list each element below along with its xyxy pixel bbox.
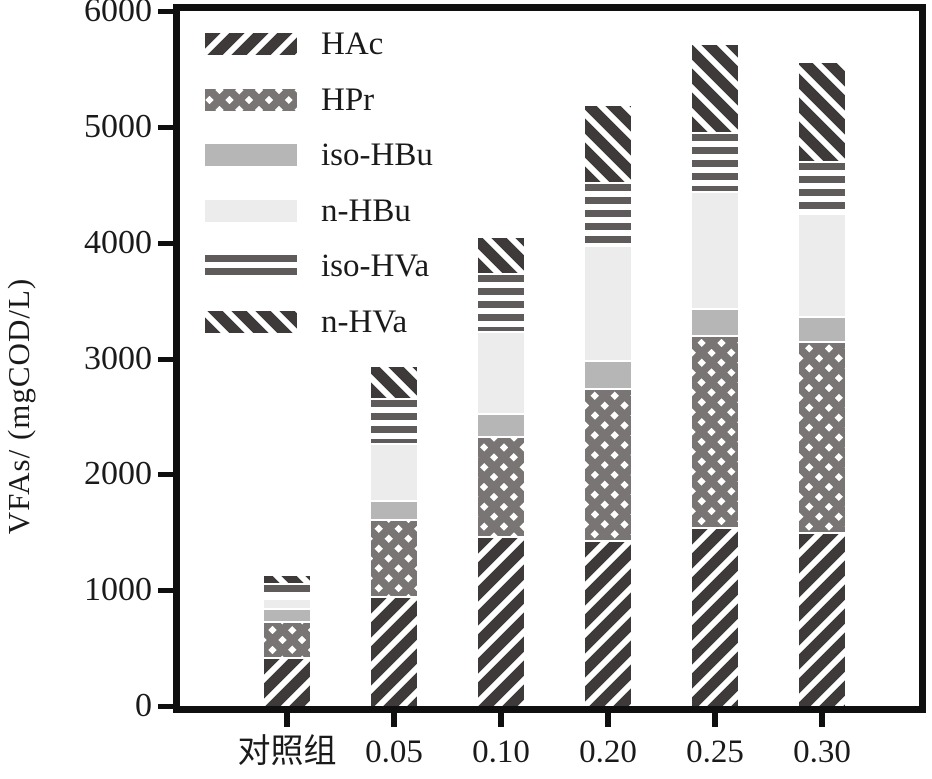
bar-segment-n-HVa bbox=[478, 236, 524, 274]
bar-segment-iso-HBu bbox=[478, 412, 524, 436]
stacked-bar-0.10 bbox=[478, 236, 524, 706]
x-axis-tick-label: 0.20 bbox=[579, 734, 637, 770]
x-axis-tick bbox=[712, 713, 718, 727]
legend-swatch-n-HVa bbox=[205, 310, 297, 333]
legend-label: n-HBu bbox=[321, 192, 411, 229]
bar-segment-iso-HVa bbox=[692, 132, 738, 192]
y-axis-tick bbox=[158, 588, 174, 594]
bar-segment-iso-HBu bbox=[799, 315, 845, 342]
legend-item-iso-HVa: iso-HVa bbox=[205, 248, 429, 284]
bar-segment-iso-HBu bbox=[371, 500, 417, 520]
bar-segment-n-HBu bbox=[585, 245, 631, 360]
bar-segment-HAc bbox=[478, 536, 524, 706]
x-axis-tick bbox=[498, 713, 504, 727]
bar-segment-n-HBu bbox=[371, 443, 417, 501]
bar-segment-iso-HVa bbox=[264, 583, 310, 599]
x-axis-tick-label: 0.05 bbox=[365, 734, 423, 770]
bar-segment-iso-HVa bbox=[799, 160, 845, 213]
bar-segment-n-HVa bbox=[371, 365, 417, 399]
y-axis-tick bbox=[158, 472, 174, 478]
bar-segment-HAc bbox=[585, 540, 631, 706]
stacked-bar-0.25 bbox=[692, 43, 738, 706]
bar-segment-HPr bbox=[371, 519, 417, 596]
legend-swatch-HPr bbox=[205, 88, 297, 111]
bar-segment-n-HBu bbox=[692, 191, 738, 309]
legend-swatch-iso-HVa bbox=[205, 255, 297, 277]
y-axis-tick-label: 1000 bbox=[84, 571, 152, 609]
x-axis-tick bbox=[819, 713, 825, 727]
legend-swatch-iso-HBu bbox=[205, 144, 297, 166]
y-axis-tick bbox=[158, 356, 174, 362]
bar-segment-iso-HVa bbox=[585, 181, 631, 246]
bar-segment-HPr bbox=[264, 621, 310, 658]
stacked-bar-0.20 bbox=[585, 104, 631, 706]
y-axis-tick-label: 6000 bbox=[84, 0, 152, 29]
y-axis-title: VFAs/ (mgCOD/L) bbox=[1, 277, 36, 535]
y-axis-tick-label: 0 bbox=[135, 687, 152, 724]
bar-segment-HPr bbox=[585, 387, 631, 541]
bar-segment-HAc bbox=[264, 657, 310, 706]
y-axis-tick-label: 2000 bbox=[84, 455, 152, 493]
y-axis-tick bbox=[158, 9, 174, 14]
legend-item-iso-HBu: iso-HBu bbox=[205, 137, 433, 173]
bar-segment-HPr bbox=[799, 341, 845, 533]
bar-segment-iso-HVa bbox=[371, 398, 417, 444]
plot-area: HAc HPr iso-HBu n-HBu iso-HVa n-HVa bbox=[173, 4, 926, 713]
legend-item-n-HVa: n-HVa bbox=[205, 304, 407, 340]
y-axis-tick bbox=[158, 124, 174, 130]
x-axis-tick-label: 0.30 bbox=[793, 734, 851, 770]
stacked-bar-0.30 bbox=[799, 61, 845, 706]
legend-label: iso-HVa bbox=[321, 248, 430, 284]
stacked-bar-对照组 bbox=[264, 574, 310, 706]
bar-segment-HAc bbox=[799, 532, 845, 706]
bar-segment-n-HVa bbox=[264, 574, 310, 584]
legend-label: iso-HBu bbox=[321, 137, 433, 173]
y-axis-tick bbox=[158, 240, 174, 246]
bar-segment-HAc bbox=[371, 595, 417, 706]
x-axis-tick-label: 对照组 bbox=[237, 734, 337, 770]
legend-label: HPr bbox=[321, 81, 375, 118]
bar-segment-iso-HBu bbox=[692, 308, 738, 336]
bar-segment-n-HVa bbox=[799, 61, 845, 161]
x-axis-tick-label: 0.10 bbox=[472, 734, 530, 770]
bar-segment-HAc bbox=[692, 527, 738, 706]
legend-item-HPr: HPr bbox=[205, 82, 374, 118]
legend-item-HAc: HAc bbox=[205, 26, 383, 62]
stacked-bar-0.05 bbox=[371, 365, 417, 706]
y-axis-tick-label: 4000 bbox=[84, 223, 152, 261]
y-axis-tick-label: 5000 bbox=[84, 107, 152, 145]
bar-segment-n-HBu bbox=[264, 598, 310, 609]
legend-label: HAc bbox=[321, 26, 384, 62]
y-axis-tick-label: 3000 bbox=[84, 339, 152, 377]
x-axis-tick bbox=[284, 713, 290, 727]
bar-segment-iso-HVa bbox=[478, 273, 524, 331]
x-axis-tick bbox=[391, 713, 397, 727]
y-axis-tick bbox=[158, 704, 174, 709]
bar-segment-n-HBu bbox=[478, 330, 524, 413]
x-axis-tick bbox=[605, 713, 611, 727]
bar-segment-n-HVa bbox=[692, 43, 738, 133]
bar-segment-HPr bbox=[478, 435, 524, 537]
x-axis-tick-label: 0.25 bbox=[686, 734, 744, 770]
bar-segment-n-HVa bbox=[585, 104, 631, 182]
bar-segment-iso-HBu bbox=[585, 359, 631, 388]
legend-item-n-HBu: n-HBu bbox=[205, 193, 411, 229]
legend-swatch-n-HBu bbox=[205, 199, 297, 222]
legend-swatch-HAc bbox=[205, 33, 297, 55]
bar-segment-HPr bbox=[692, 335, 738, 528]
bar-segment-n-HBu bbox=[799, 212, 845, 316]
legend-label: n-HVa bbox=[321, 303, 408, 340]
bar-segment-iso-HBu bbox=[264, 608, 310, 622]
